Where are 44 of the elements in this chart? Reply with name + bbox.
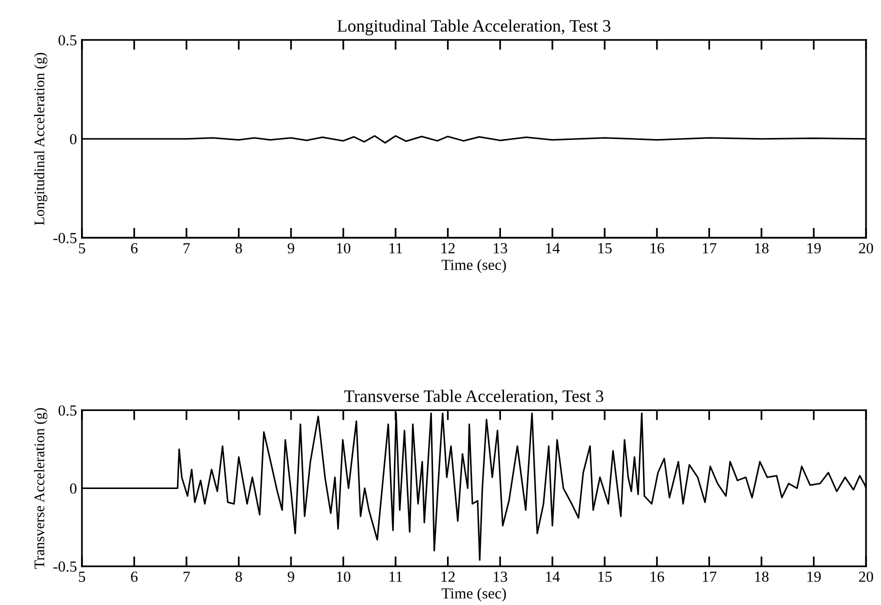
x-tick-label: 5	[79, 572, 86, 582]
chart-title: Longitudinal Table Acceleration, Test 3	[337, 20, 610, 36]
x-tick-label: 18	[755, 572, 769, 582]
x-tick-label: 17	[702, 243, 716, 254]
x-tick-label: 20	[859, 572, 874, 582]
chart-title: Transverse Table Acceleration, Test 3	[344, 390, 604, 405]
x-tick-label: 11	[390, 572, 402, 582]
x-tick-label: 20	[859, 243, 874, 254]
x-tick-label: 13	[494, 572, 508, 582]
x-axis-title: Time (sec)	[442, 588, 506, 602]
y-tick-label: 0	[70, 134, 76, 144]
x-tick-label: 6	[131, 243, 138, 254]
x-tick-label: 14	[546, 243, 560, 254]
x-tick-label: 17	[702, 572, 716, 582]
y-tick-label: 0	[70, 483, 76, 494]
x-tick-label: 11	[390, 243, 402, 254]
x-tick-label: 15	[598, 572, 612, 582]
x-tick-label: 10	[337, 243, 350, 254]
x-tick-label: 10	[337, 572, 350, 582]
y-tick-label: 0.5	[58, 35, 76, 46]
y-tick-label: -0.5	[53, 232, 76, 244]
x-tick-label: 16	[650, 243, 664, 254]
x-tick-label: 13	[494, 243, 508, 254]
x-tick-label: 7	[184, 243, 190, 254]
x-tick-label: 8	[236, 243, 242, 254]
x-tick-label: 9	[288, 572, 294, 582]
x-tick-label: 8	[236, 572, 242, 582]
x-tick-label: 15	[598, 243, 612, 254]
x-tick-label: 12	[442, 572, 455, 582]
x-tick-label: 7	[184, 572, 190, 582]
x-tick-label: 19	[807, 572, 821, 582]
x-tick-label: 12	[442, 243, 455, 254]
x-tick-label: 19	[807, 243, 821, 254]
x-tick-label: 14	[546, 572, 560, 582]
x-tick-label: 5	[79, 243, 86, 254]
y-axis-title: Transverse Acceleration (g)	[34, 408, 48, 569]
x-tick-label: 6	[131, 572, 138, 582]
x-tick-label: 18	[755, 243, 769, 254]
y-tick-label: 0.5	[58, 405, 76, 416]
x-tick-label: 9	[288, 243, 294, 254]
x-axis-title: Time (sec)	[442, 259, 506, 274]
x-tick-label: 16	[650, 572, 664, 582]
y-axis-title: Longitudinal Acceleration (g)	[34, 52, 48, 226]
y-tick-label: -0.5	[53, 561, 76, 572]
